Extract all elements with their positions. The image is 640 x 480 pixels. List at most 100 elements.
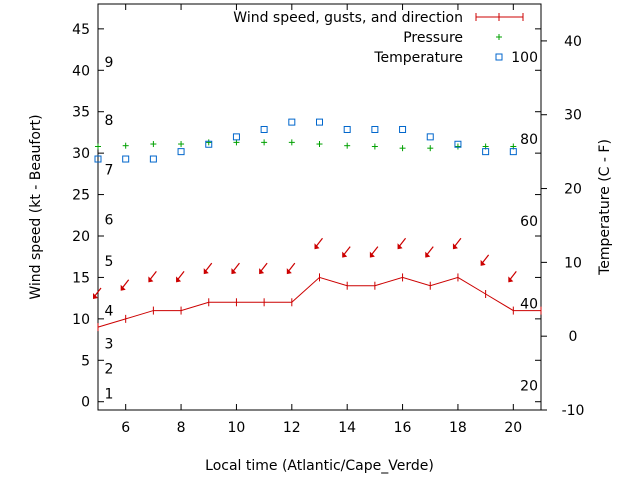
wind-direction-arrow [148, 271, 157, 283]
wind-direction-arrow [452, 237, 462, 250]
x-tick-label: 20 [504, 420, 522, 436]
arrow-head [508, 276, 514, 283]
pressure-point [316, 141, 323, 148]
beaufort-label: 6 [105, 212, 114, 228]
wind-direction-arrow [314, 237, 323, 250]
left-tick-label: 45 [72, 22, 90, 38]
temperature-point [454, 140, 462, 148]
temperature-point [482, 148, 490, 156]
wind-direction-arrow [176, 271, 185, 283]
x-tick-label: 16 [394, 420, 412, 436]
wind-direction-arrow [93, 287, 102, 299]
fahrenheit-label: 100 [511, 50, 538, 66]
wind-direction-arrow [369, 246, 379, 258]
right-tick-label: 30 [564, 108, 582, 124]
right-tick-label: 0 [569, 329, 578, 345]
wind-direction-arrow [425, 246, 434, 258]
pressure-point [427, 145, 434, 152]
temperature-point [149, 155, 157, 163]
left-tick-label: 25 [72, 188, 90, 204]
wind-direction-arrow [120, 279, 130, 291]
temperature-point [316, 118, 323, 126]
pressure-point [205, 139, 212, 146]
temperature-point [371, 125, 379, 133]
temperature-point [399, 125, 407, 133]
wind-direction-arrow [231, 262, 240, 275]
fahrenheit-label: 20 [520, 379, 538, 395]
temperature-point [288, 118, 296, 126]
pressure-point [178, 141, 185, 148]
arrow-head [480, 259, 486, 266]
fahrenheit-label: 80 [520, 132, 538, 148]
arrow-head [369, 251, 375, 258]
right-tick-label: 10 [564, 255, 582, 271]
pressure-point [150, 141, 157, 148]
plot-frame [97, 3, 542, 411]
temperature-point [426, 133, 434, 141]
pressure-point [95, 143, 101, 150]
wind-speed-line [97, 276, 541, 328]
left-tick-label: 0 [81, 395, 90, 411]
arrow-head [176, 276, 182, 283]
left-tick-label: 5 [81, 353, 90, 369]
legend-label: Wind speed, gusts, and direction [233, 10, 463, 26]
temperature-point [232, 133, 240, 141]
pressure-point [261, 139, 268, 146]
left-tick-label: 40 [72, 63, 90, 79]
pressure-point [288, 139, 295, 146]
wind-direction-arrow [203, 262, 213, 275]
wind-direction-arrow [342, 246, 351, 258]
left-tick-label: 35 [72, 105, 90, 121]
temperature-series [94, 118, 517, 163]
temperature-point [205, 140, 213, 148]
beaufort-label: 5 [105, 254, 114, 270]
wind-speed-series [97, 273, 542, 332]
legend-label: Temperature [373, 50, 463, 66]
beaufort-scale: 1 2 3 4 5 6 7 8 9 [105, 55, 114, 402]
x-tick-label: 10 [228, 420, 246, 436]
right-tick-label: 20 [564, 182, 582, 198]
arrow-head [120, 284, 126, 291]
pressure-series [95, 139, 517, 152]
wind-direction-series [93, 237, 517, 299]
arrow-head [342, 251, 348, 258]
arrow-head [314, 243, 320, 250]
pressure-point [122, 142, 129, 149]
x-tick-label: 12 [283, 420, 301, 436]
beaufort-label: 9 [105, 55, 114, 71]
arrow-head [259, 268, 265, 275]
plot-border [97, 3, 542, 411]
beaufort-label: 8 [105, 113, 114, 129]
x-axis-label: Local time (Atlantic/Cape_Verde) [205, 458, 434, 474]
left-tick-label: 20 [72, 229, 90, 245]
x-tick-label: 14 [338, 420, 356, 436]
temperature-point [177, 148, 185, 156]
pressure-point [454, 143, 461, 150]
right-axis-ticks: -10 0 10 20 30 40 [541, 34, 584, 419]
arrow-head [93, 293, 98, 299]
temperature-point [509, 148, 517, 156]
beaufort-label: 1 [105, 386, 114, 402]
temperature-point [343, 125, 351, 133]
arrow-head [286, 268, 292, 275]
arrow-head [231, 268, 237, 275]
temperature-point [94, 155, 102, 163]
arrow-head [148, 276, 154, 283]
arrow-head [397, 243, 403, 250]
left-y-axis-label: Wind speed (kt - Beaufort) [28, 114, 44, 299]
arrow-head [425, 251, 431, 258]
temperature-point [122, 155, 130, 163]
left-tick-label: 30 [72, 146, 90, 162]
wind-direction-arrow [508, 271, 517, 283]
wind-direction-arrow [259, 262, 268, 275]
left-tick-label: 15 [72, 270, 90, 286]
temperature-point [260, 125, 268, 133]
legend: Wind speed, gusts, and direction Pressure… [233, 10, 524, 66]
right-tick-label: -10 [562, 403, 585, 419]
fahrenheit-label: 40 [520, 297, 538, 313]
right-y-axis-label: Temperature (C - F) [597, 139, 613, 276]
beaufort-label: 2 [105, 362, 114, 378]
x-tick-label: 8 [177, 420, 186, 436]
